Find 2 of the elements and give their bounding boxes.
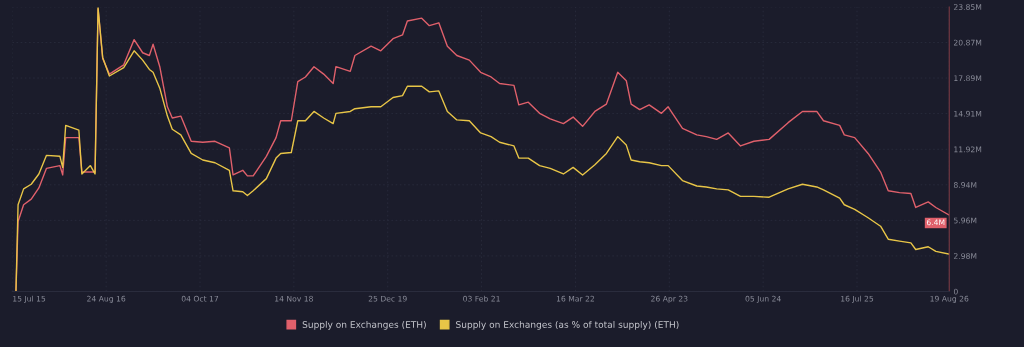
legend-label: Supply on Exchanges (as % of total supply) (ETH) bbox=[456, 320, 679, 330]
legend-label: Supply on Exchanges (ETH) bbox=[302, 320, 426, 330]
